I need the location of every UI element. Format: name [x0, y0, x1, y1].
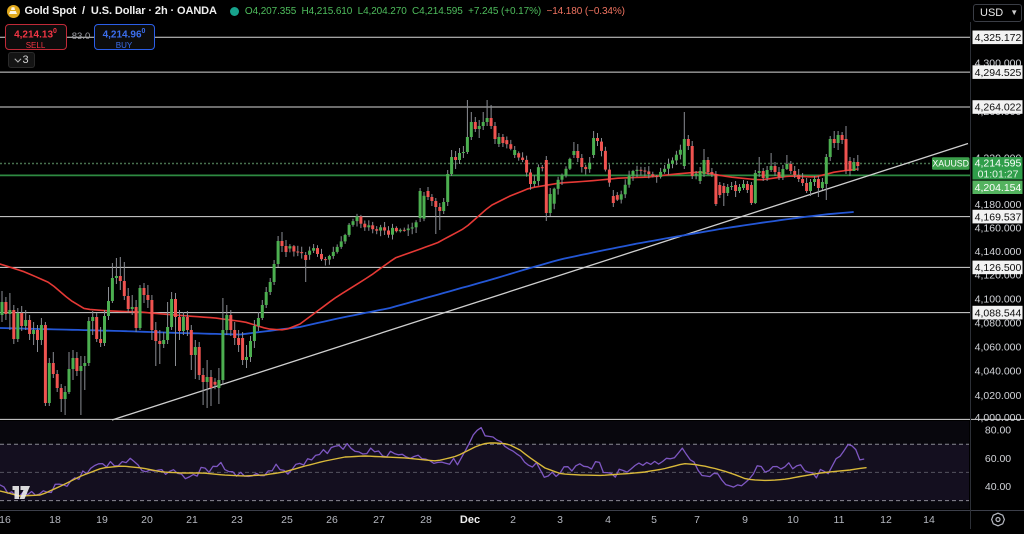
- svg-text:23: 23: [231, 514, 243, 526]
- svg-text:28: 28: [420, 514, 432, 526]
- svg-text:20: 20: [141, 514, 153, 526]
- svg-text:10: 10: [787, 514, 799, 526]
- svg-text:40.00: 40.00: [985, 481, 1011, 493]
- svg-text:01:01:27: 01:01:27: [978, 168, 1019, 180]
- svg-text:4,204.154: 4,204.154: [975, 182, 1022, 194]
- svg-text:2: 2: [510, 514, 516, 526]
- svg-text:4,020.000: 4,020.000: [975, 390, 1022, 402]
- svg-text:XAUUSD: XAUUSD: [932, 159, 969, 169]
- svg-text:4,140.000: 4,140.000: [975, 246, 1022, 258]
- svg-text:4,100.000: 4,100.000: [975, 294, 1022, 306]
- svg-text:4,126.500: 4,126.500: [975, 262, 1022, 274]
- svg-text:12: 12: [880, 514, 892, 526]
- svg-text:4,264.022: 4,264.022: [975, 102, 1022, 114]
- svg-text:16: 16: [0, 514, 11, 526]
- svg-text:4,080.000: 4,080.000: [975, 317, 1022, 329]
- svg-text:4,294.525: 4,294.525: [975, 67, 1022, 79]
- svg-text:14: 14: [923, 514, 935, 526]
- svg-text:80.00: 80.00: [985, 425, 1011, 437]
- svg-text:4,040.000: 4,040.000: [975, 366, 1022, 378]
- svg-text:4,325.172: 4,325.172: [975, 32, 1022, 44]
- svg-text:18: 18: [49, 514, 61, 526]
- svg-text:9: 9: [742, 514, 748, 526]
- svg-text:4,088.544: 4,088.544: [975, 307, 1022, 319]
- svg-text:4: 4: [605, 514, 611, 526]
- svg-text:7: 7: [694, 514, 700, 526]
- svg-text:21: 21: [186, 514, 198, 526]
- svg-text:5: 5: [651, 514, 657, 526]
- svg-text:4,180.000: 4,180.000: [975, 199, 1022, 211]
- svg-text:26: 26: [326, 514, 338, 526]
- svg-text:4,214.595: 4,214.595: [975, 158, 1022, 170]
- svg-text:4,160.000: 4,160.000: [975, 222, 1022, 234]
- svg-text:4,060.000: 4,060.000: [975, 342, 1022, 354]
- svg-text:60.00: 60.00: [985, 453, 1011, 465]
- svg-text:Dec: Dec: [460, 514, 480, 526]
- svg-text:4,169.537: 4,169.537: [975, 211, 1022, 223]
- svg-text:3: 3: [557, 514, 563, 526]
- svg-text:27: 27: [373, 514, 385, 526]
- svg-text:19: 19: [96, 514, 108, 526]
- svg-text:4,000.000: 4,000.000: [975, 412, 1022, 424]
- svg-text:11: 11: [834, 514, 845, 526]
- svg-text:25: 25: [281, 514, 293, 526]
